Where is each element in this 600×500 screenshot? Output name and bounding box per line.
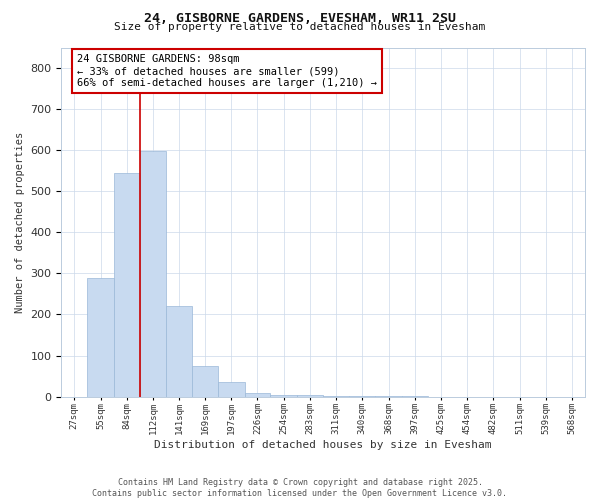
Y-axis label: Number of detached properties: Number of detached properties xyxy=(15,132,25,312)
Text: Contains HM Land Registry data © Crown copyright and database right 2025.
Contai: Contains HM Land Registry data © Crown c… xyxy=(92,478,508,498)
Bar xyxy=(114,173,140,396)
Bar xyxy=(245,392,270,396)
Bar xyxy=(87,278,114,396)
Bar xyxy=(270,394,297,396)
X-axis label: Distribution of detached houses by size in Evesham: Distribution of detached houses by size … xyxy=(154,440,492,450)
Bar xyxy=(192,366,218,396)
Text: 24 GISBORNE GARDENS: 98sqm
← 33% of detached houses are smaller (599)
66% of sem: 24 GISBORNE GARDENS: 98sqm ← 33% of deta… xyxy=(77,54,377,88)
Bar xyxy=(140,151,166,396)
Bar xyxy=(166,306,192,396)
Text: 24, GISBORNE GARDENS, EVESHAM, WR11 2SU: 24, GISBORNE GARDENS, EVESHAM, WR11 2SU xyxy=(144,12,456,26)
Text: Size of property relative to detached houses in Evesham: Size of property relative to detached ho… xyxy=(115,22,485,32)
Bar xyxy=(218,382,245,396)
